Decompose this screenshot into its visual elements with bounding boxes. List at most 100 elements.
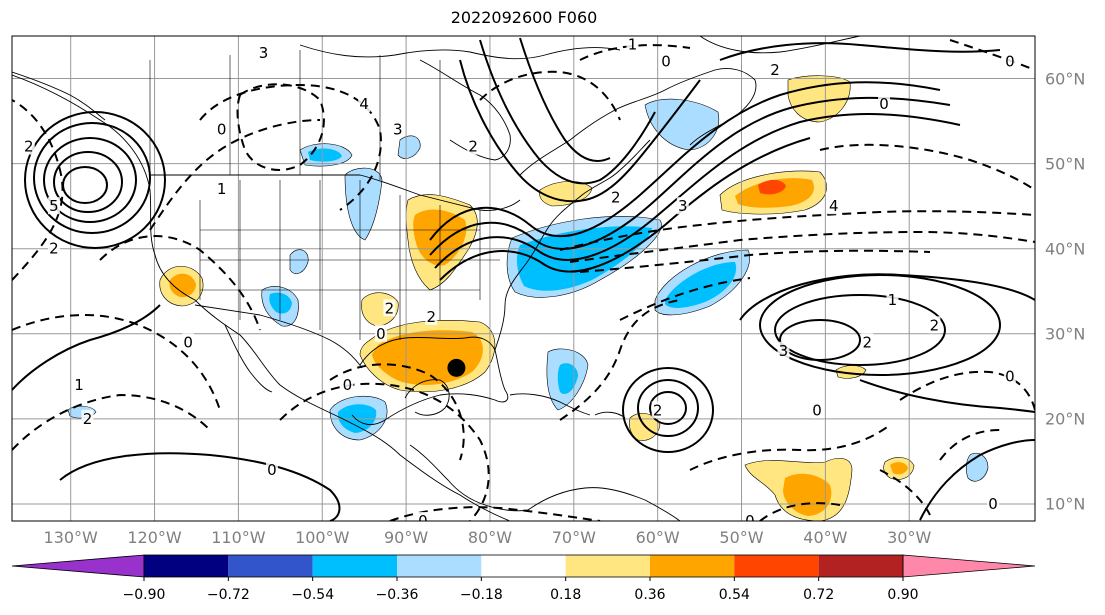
- contour-label-background: [651, 401, 664, 419]
- longitude-label: 70°W: [551, 528, 596, 547]
- contour-lines: [12, 37, 1035, 521]
- colorbar-bin: [144, 555, 229, 577]
- contour-label-background: [987, 494, 1000, 512]
- colorbar-bin: [818, 555, 903, 577]
- colorbar-label: −0.36: [375, 587, 419, 603]
- colorbar-label: −0.54: [291, 587, 335, 603]
- contour-label-background: [215, 180, 228, 198]
- longitude-label: 90°W: [384, 528, 429, 547]
- contour-label: 0: [812, 401, 822, 419]
- contour-label-background: [47, 239, 60, 257]
- contour-label-background: [416, 512, 429, 521]
- contour-label-background: [878, 95, 891, 113]
- colorbar-frame: [143, 554, 904, 578]
- contour-label-background: [676, 197, 689, 215]
- contour-label: 0: [343, 376, 353, 394]
- contour-label: 1: [888, 291, 898, 309]
- contour-label: 0: [1005, 53, 1015, 71]
- contour-label-background: [467, 137, 480, 155]
- contour-label: 2: [930, 316, 940, 334]
- coastline-central-america: [409, 444, 529, 512]
- negative-anomaly-region: [397, 135, 421, 159]
- contour-label-background: [374, 324, 387, 342]
- negative-anomaly-region: [269, 292, 292, 314]
- contour-label-background: [928, 316, 941, 334]
- coastline-gulf: [351, 336, 509, 426]
- longitude-label: 50°W: [719, 528, 764, 547]
- contour-label: 0: [217, 121, 227, 139]
- contour-label: 0: [376, 325, 386, 343]
- contour-label-background: [609, 188, 622, 206]
- coastline-north-america-west: [12, 74, 511, 521]
- contour-label: 0: [183, 333, 193, 351]
- coastline-south-america: [527, 487, 681, 521]
- contour-label-background: [182, 333, 195, 351]
- contour-label-background: [215, 120, 228, 138]
- positive-anomaly-region: [169, 273, 196, 298]
- contour-label: 2: [49, 240, 59, 258]
- coastline-arctic: [299, 44, 621, 60]
- contour-label: 2: [385, 299, 395, 317]
- colorbar-label: 0.18: [550, 587, 582, 603]
- longitude-label: 60°W: [635, 528, 680, 547]
- coastline-hispaniola: [594, 411, 626, 419]
- latitude-label: 30°N: [1045, 324, 1086, 344]
- contour-label: 3: [393, 121, 403, 139]
- colorbar-label: 0.72: [803, 587, 835, 603]
- contour-label-background: [391, 120, 404, 138]
- contour-label: 2: [24, 138, 34, 156]
- colorbar-label: 0.36: [634, 587, 666, 603]
- coastline-greenland: [699, 36, 861, 54]
- contour-label-background: [769, 61, 782, 79]
- contour-label: 3: [259, 44, 269, 62]
- contour-label: 1: [74, 376, 84, 394]
- contour-label: 2: [426, 308, 436, 326]
- colorbar-under-extension: [11, 554, 145, 578]
- contour-label: 0: [988, 495, 998, 513]
- negative-anomaly-region: [289, 249, 309, 274]
- longitude-label: 40°W: [803, 528, 848, 547]
- contour-label: 0: [267, 461, 277, 479]
- contour-label: 0: [418, 512, 428, 530]
- contour-label-background: [777, 341, 790, 359]
- colorbar-label: 0.54: [718, 587, 750, 603]
- contour-label: 2: [770, 61, 780, 79]
- contour-label-background: [1003, 367, 1016, 385]
- colorbar-bin: [565, 555, 650, 577]
- longitude-label: 30°W: [887, 528, 932, 547]
- jet-stream-solid-contours: [12, 37, 1035, 521]
- longitude-label: 130°W: [43, 528, 98, 547]
- colorbar-label: 0.90: [887, 587, 919, 603]
- latitude-label: 20°N: [1045, 409, 1086, 429]
- map-panel: 2 5 0 1 2 3 3 4 2 2 1 0 2 0 0 2 3 4 1 2 2 3 0 0 0 0 0 0 0 0 0 2 1 2 2: [12, 36, 1035, 530]
- colorbar-label: −0.18: [459, 587, 503, 603]
- contour-label: 0: [879, 95, 889, 113]
- colorbar-bin: [650, 555, 735, 577]
- contour-label: 0: [1005, 367, 1015, 385]
- atlantic-high-contours: [739, 273, 1035, 376]
- latitude-label: 40°N: [1045, 239, 1086, 259]
- colorbar-bin: [734, 555, 819, 577]
- positive-anomaly-region: [890, 462, 908, 475]
- contour-label: 0: [745, 512, 755, 530]
- contour-label: 5: [49, 197, 59, 215]
- storm-center-marker: [447, 358, 466, 377]
- contour-label-background: [265, 460, 278, 478]
- coastline-hudson-bay: [419, 59, 511, 161]
- contour-label: 2: [83, 410, 93, 428]
- border-us-mexico: [194, 304, 363, 369]
- contour-label: 2: [468, 138, 478, 156]
- contour-label: 2: [863, 333, 873, 351]
- colorbar-bin: [397, 555, 482, 577]
- colorbar: [11, 554, 1036, 581]
- contour-label: 2: [611, 189, 621, 207]
- positive-anomaly-region: [758, 179, 786, 195]
- contour-label-background: [743, 512, 756, 521]
- contour-label: 4: [359, 95, 369, 113]
- contour-labels: 2 5 0 1 2 3 3 4 2 2 1 0 2 0 0 2 3 4 1 2 2 3 0 0 0 0 0 0 0 0 0 2 1 2 2: [22, 36, 1016, 530]
- latitude-label: 60°N: [1045, 69, 1086, 89]
- map-frame: [11, 35, 1036, 522]
- contour-label-background: [626, 36, 639, 53]
- longitude-label: 120°W: [127, 528, 182, 547]
